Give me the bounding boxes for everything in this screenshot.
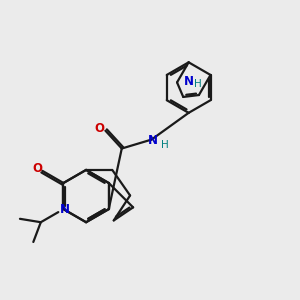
Text: N: N — [184, 75, 194, 88]
Text: O: O — [94, 122, 104, 135]
Text: H: H — [161, 140, 168, 150]
Text: H: H — [194, 79, 202, 89]
Text: O: O — [33, 162, 43, 175]
Text: N: N — [148, 134, 158, 147]
Text: N: N — [60, 202, 70, 216]
